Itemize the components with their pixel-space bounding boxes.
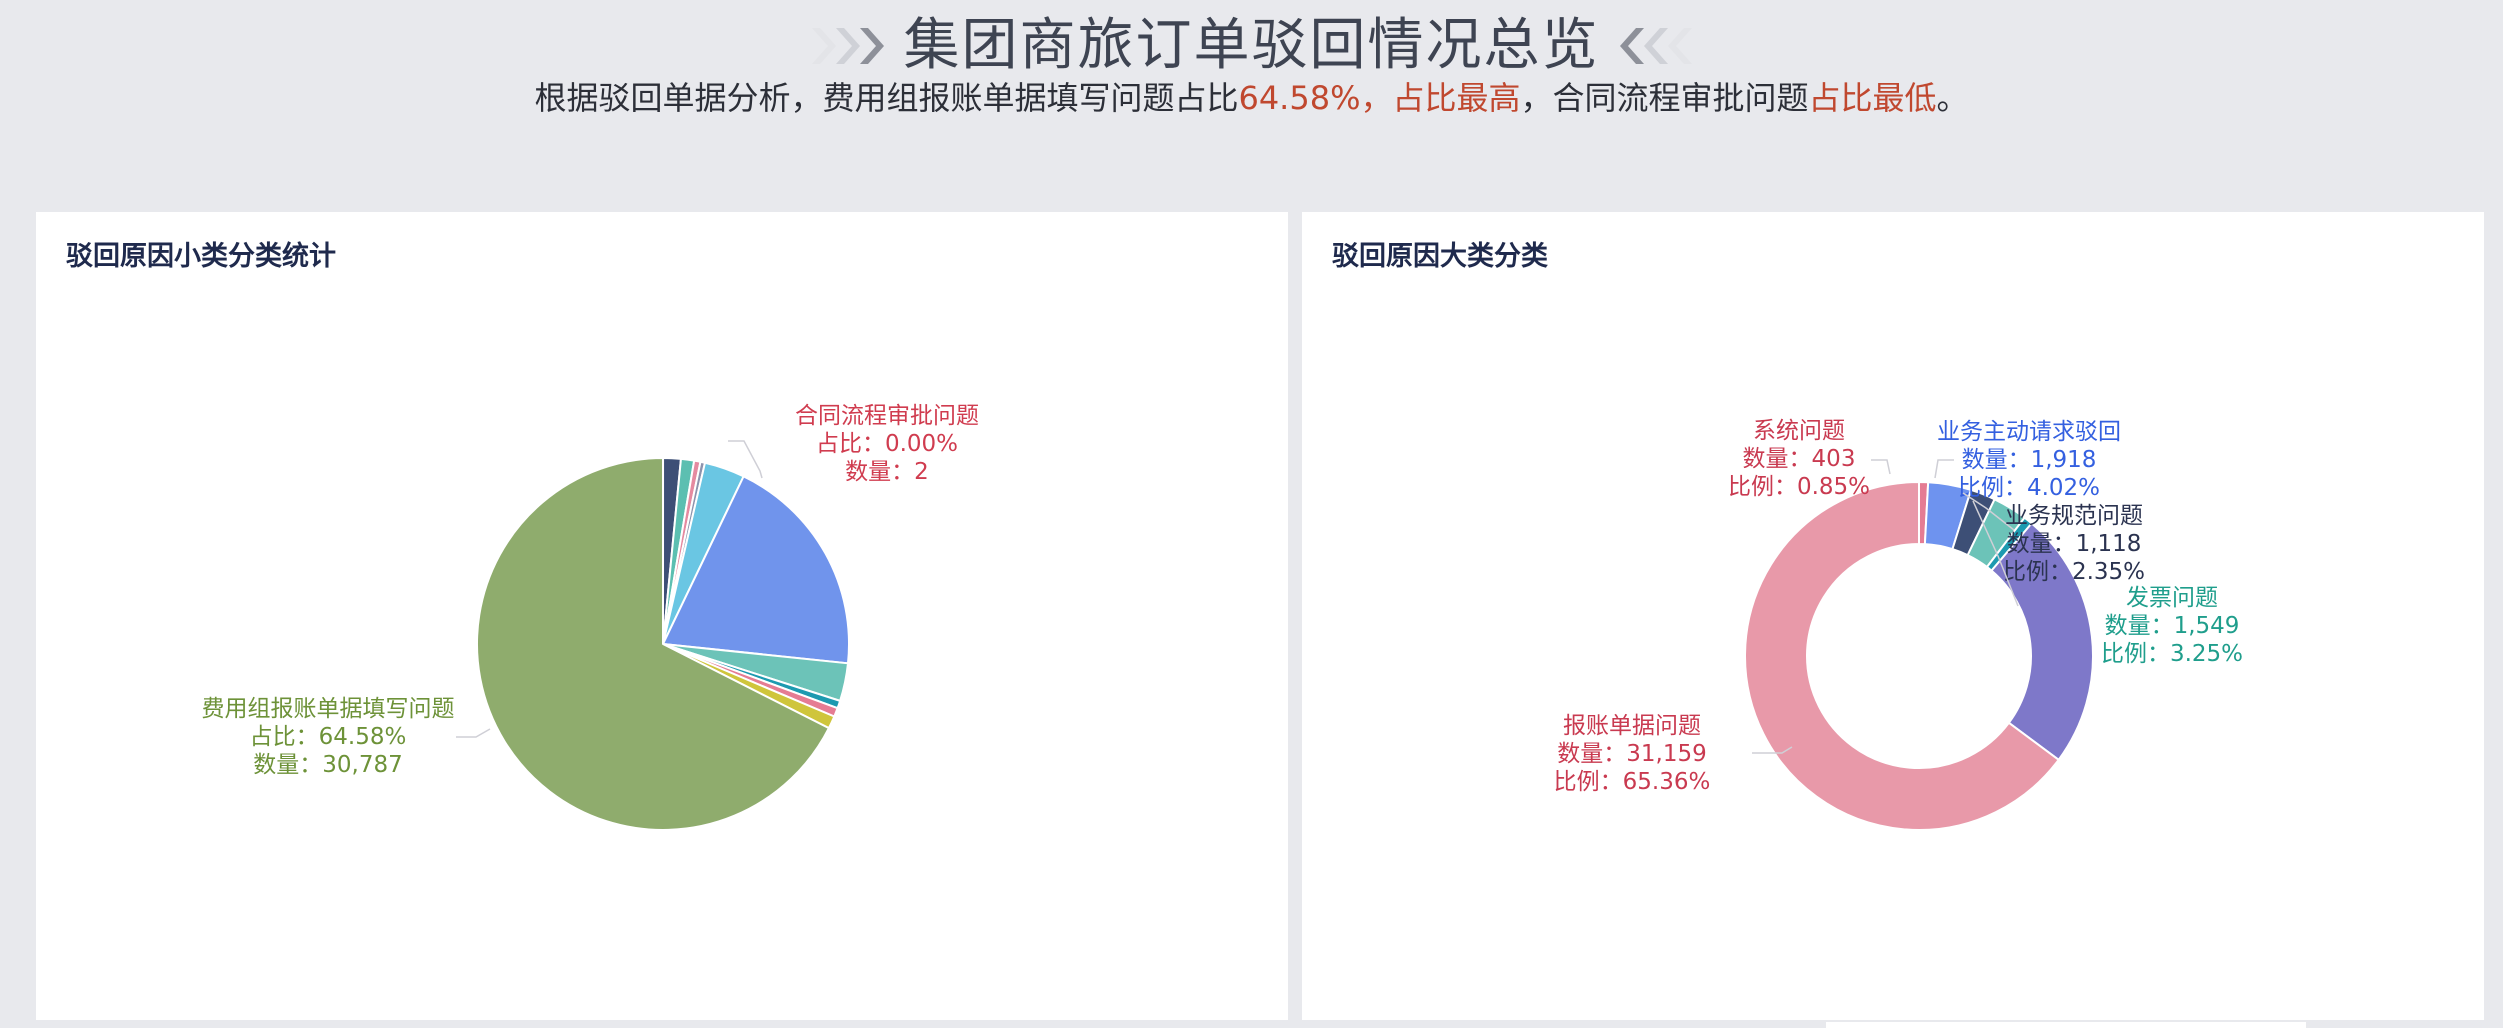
panel-title-category: 驳回原因大类分类 [1332,241,1548,272]
subtitle-middle: ，合同流程审批问题 [1520,79,1809,117]
label-expense-name: 费用组报账单据填写问题 [202,696,455,722]
label-line-expense [456,728,491,738]
pie-subcategory-slice-11[interactable] [476,457,830,831]
subtitle-highest: 占比最高 [1392,79,1521,117]
label-contract-count: 数量：2 [845,459,929,485]
donut-chart-category: 系统问题 数量：403 比例：0.85% 业务主动请求驳回 数量：1,918 比… [1554,418,2243,831]
label-system-ratio: 比例：0.85% [1728,474,1870,500]
chevron-left-icon [1614,24,1694,68]
label-line-system [1871,459,1891,475]
page-subtitle: 根据驳回单据分析，费用组报账单据填写问题占比64.58%，占比最高，合同流程审批… [0,76,2503,120]
label-line-norm [1962,492,2015,531]
panel-subcategory: 驳回原因小类分类统计 合同流程审批问题 占比：0.00% 数量：2 费用组报账单… [36,212,1288,1020]
pie-chart-subcategory: 合同流程审批问题 占比：0.00% 数量：2 费用组报账单据填写问题 占比：64… [202,403,979,831]
label-document-ratio: 比例：65.36% [1554,769,1711,795]
label-norm-count: 数量：1,118 [2007,531,2142,557]
subtitle-end: 。 [1936,79,1969,117]
label-invoice-ratio: 比例：3.25% [2101,641,2243,667]
label-system-count: 数量：403 [1743,446,1856,472]
label-line-business [1934,459,1954,479]
label-business-name: 业务主动请求驳回 [1937,419,2121,445]
bottom-strip [0,1020,2503,1028]
pie-subcategory-slice-6[interactable] [662,475,850,665]
subtitle-prefix: 根据驳回单据分析，费用组报账单据填写问题占比 [534,79,1239,117]
label-line-document [1752,746,1793,754]
chevron-right-icon [810,24,890,68]
label-norm-ratio: 比例：2.35% [2003,559,2145,585]
subtitle-percent: 64.58%， [1238,79,1393,117]
label-expense-count: 数量：30,787 [253,752,402,778]
label-contract-name: 合同流程审批问题 [795,403,979,429]
label-norm-name: 业务规范问题 [2005,503,2143,529]
label-system-name: 系统问题 [1753,418,1845,444]
label-expense-ratio: 占比：64.58% [250,724,407,750]
label-invoice-count: 数量：1,549 [2105,613,2240,639]
bottom-scroll-bar [1826,1022,2306,1028]
panel-title-subcategory: 驳回原因小类分类统计 [66,241,336,272]
label-contract-ratio: 占比：0.00% [816,431,958,457]
label-document-name: 报账单据问题 [1563,713,1701,739]
label-business-count: 数量：1,918 [1962,447,2097,473]
label-line-contract [728,440,763,479]
title-row: 集团商旅订单驳回情况总览 [0,10,2503,82]
page-title: 集团商旅订单驳回情况总览 [903,13,1600,78]
label-line-invoice [1972,500,2019,607]
label-invoice-name: 发票问题 [2126,585,2218,611]
label-document-count: 数量：31,159 [1557,741,1706,767]
panel-category: 驳回原因大类分类 系统问题 数量：403 比例：0.85% 业务主动请求驳回 数… [1302,212,2484,1020]
subtitle-lowest: 占比最低 [1808,79,1937,117]
donut-category-slice-6[interactable] [1744,481,2060,831]
label-business-ratio: 比例：4.02% [1958,475,2100,501]
